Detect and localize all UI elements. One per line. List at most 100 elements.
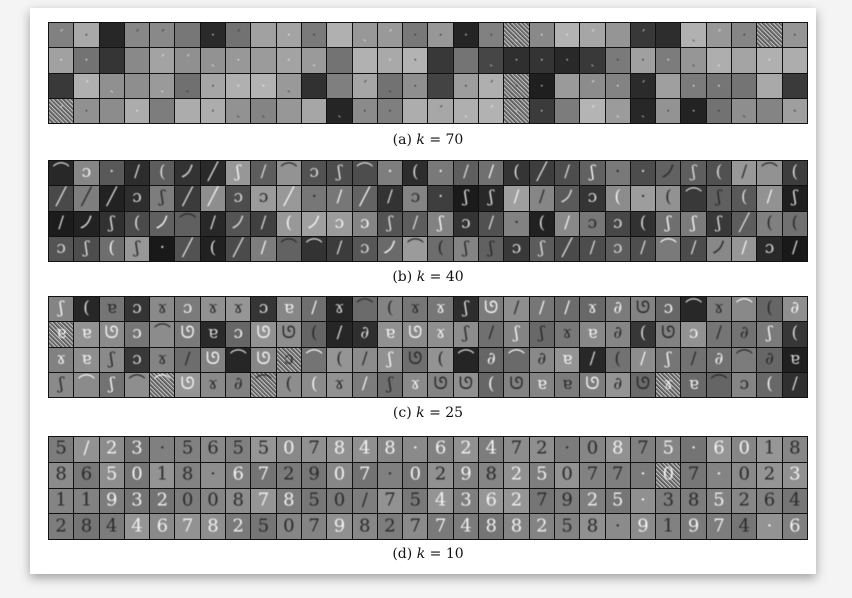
filter-stroke-mark: / [691,240,697,257]
filter-tile: ( [631,212,655,236]
filter-stroke-mark: 6 [713,440,724,458]
filter-tile: ˊ [479,99,503,123]
filter-tile: · [681,74,705,98]
filter-stroke-mark: ˊ [185,54,191,66]
filter-tile: ∂ [732,322,756,346]
filter-tile: 8 [479,463,503,488]
filter-stroke-mark: · [641,54,645,66]
filter-tile: ᘎ [277,322,301,346]
filter-stroke-mark: ( [437,240,444,257]
filter-stroke-mark: · [540,54,544,66]
filter-stroke-mark: ʃ [84,240,89,257]
filter-stroke-mark: · [160,240,165,257]
filter-stroke-mark: · [666,105,670,117]
filter-tile: · [631,463,655,488]
filter-stroke-mark: / [539,300,545,317]
filter-tile: 7 [580,463,604,488]
filter-tile: 5 [175,437,199,462]
filter-stroke-mark: ( [766,376,773,393]
filter-stroke-mark: / [261,240,267,257]
filter-tile: 9 [681,514,705,539]
filter-tile: 0 [277,437,301,462]
filter-tile: 7 [631,437,655,462]
filter-stroke-mark: 0 [334,492,345,510]
filter-stroke-mark: 4 [460,517,471,535]
filter-tile: ˊ [428,99,452,123]
filter-tile: · [631,186,655,210]
filter-tile: ノ [175,161,199,185]
filter-stroke-mark: 7 [308,440,319,458]
filter-tile: ˏ [353,23,377,47]
filter-stroke-mark: 7 [384,492,395,510]
filter-stroke-mark: ɔ [132,300,142,317]
filter-stroke-mark: ɐ [790,351,800,368]
filter-stroke-mark: · [515,79,519,91]
filter-tile [327,74,351,98]
filter-tile: ⌒ [403,237,427,261]
filter-tile: ╱ [201,186,225,210]
filter-stroke-mark: ( [210,240,217,257]
filter-stroke-mark: · [692,105,696,117]
filter-tile: ( [201,237,225,261]
filter-stroke-mark: 8 [587,517,598,535]
filter-stroke-mark: / [716,326,722,343]
filter-tile: ∂ [707,348,731,372]
filter-tile: ( [125,212,149,236]
filter-tile [732,74,756,98]
filter-tile: 2 [150,489,174,514]
filter-stroke-mark: ( [741,190,748,207]
filter-stroke-mark: 7 [511,440,522,458]
filter-tile: / [530,186,554,210]
filter-stroke-mark: / [185,351,191,368]
filter-tile: ᘎ [403,322,427,346]
filter-tile: 0 [580,437,604,462]
filter-stroke-mark: 8 [612,440,623,458]
filter-stroke-mark: ( [134,215,141,232]
filter-tile: 2 [49,514,73,539]
filter-stroke-mark: ˊ [159,54,165,66]
filter-stroke-mark: 7 [410,517,421,535]
filter-stroke-mark: ( [766,215,773,232]
filter-tile: ╱ [201,161,225,185]
filter-tile: · [353,99,377,123]
filter-stroke-mark: · [135,105,139,117]
filter-stroke-mark: / [767,190,773,207]
filter-tile: ノ [74,212,98,236]
filter-stroke-mark: · [236,79,240,91]
filter-stroke-mark: ʃ [666,215,671,232]
filter-tile: 5 [707,489,731,514]
filter-tile: 4 [454,514,478,539]
filter-stroke-mark: ∂ [234,376,243,393]
filter-tile: 2 [530,437,554,462]
filter-stroke-mark: 0 [663,466,674,484]
filter-tile [353,48,377,72]
filter-tile: 8 [681,489,705,514]
filter-tile: ( [428,348,452,372]
filter-stroke-mark: 2 [157,492,168,510]
filter-stroke-mark: · [615,517,621,535]
filter-tile: 6 [479,489,503,514]
caption-equals: = [429,132,441,148]
filter-stroke-mark: · [439,29,443,41]
filter-tile: ɔ [327,212,351,236]
filter-tile [783,48,807,72]
filter-tile: ɤ [150,297,174,321]
filter-tile: · [631,161,655,185]
filter-tile: ʃ [479,186,503,210]
filter-tile: 9 [454,463,478,488]
filter-stroke-mark: 5 [258,440,269,458]
filter-stroke-mark: 5 [663,440,674,458]
caption-label: (a) [393,132,412,148]
filter-stroke-mark: ɔ [183,300,193,317]
filter-stroke-mark: ɤ [588,300,598,317]
filter-tile: 7 [353,463,377,488]
filter-tile: 2 [454,437,478,462]
filter-tile [251,48,275,72]
filter-stroke-mark: ∂ [765,351,774,368]
filter-tile: / [757,186,781,210]
filter-tile: 6 [757,489,781,514]
filter-stroke-mark: ∂ [487,351,496,368]
filter-stroke-mark: ɔ [588,215,598,232]
filter-tile: ⌒ [277,237,301,261]
filter-tile [277,99,301,123]
